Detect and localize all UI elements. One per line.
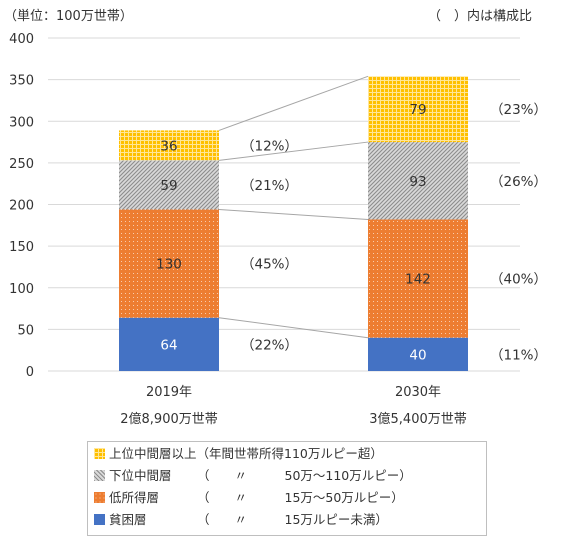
legend-swatch [94,470,105,481]
data-label: 130 [156,257,182,273]
x-category-sublabel: 2億8,900万世帯 [120,411,218,427]
legend-item-lower-middle: 下位中間層 （ 〃 50万～110万ルピー） [94,466,412,486]
y-tick-label: 200 [9,199,34,214]
data-label: 59 [160,178,177,194]
share-label: （23%） [490,102,547,118]
legend-label: 貧困層 [109,512,147,527]
y-tick-label: 300 [9,115,34,130]
bar-segment [119,160,219,210]
series-connector [218,141,369,161]
share-label: （21%） [241,178,298,194]
legend-swatch [94,492,105,503]
legend-sublabel: （ 〃 50万～110万ルピー） [197,468,412,483]
x-category-label: 2030年 [395,385,441,400]
y-tick-label: 350 [9,74,34,89]
data-label: 40 [409,347,426,363]
bar-segment [368,337,468,371]
bar-segment [119,209,219,318]
series-connector [218,208,369,220]
y-tick-label: 150 [9,240,34,255]
data-label: 142 [405,272,431,288]
bar-segment [368,142,468,220]
legend-swatch [94,514,105,525]
bar-segment [368,219,468,338]
legend-label: 上位中間層以上 [109,446,197,461]
legend-sublabel: （年間世帯所得110万ルピー超） [196,446,383,461]
legend-label: 下位中間層 [109,468,172,483]
legend-label: 低所得層 [109,490,160,505]
data-label: 36 [160,138,177,154]
share-label: （26%） [490,174,547,190]
series-connector [218,75,369,131]
bar-segment [368,76,468,143]
bar-segment [119,130,219,161]
unit-label: （単位：100万世帯） [4,8,133,24]
share-label: （40%） [490,272,547,288]
legend-sublabel: （ 〃 15万～50万ルピー） [197,490,404,505]
share-label: （22%） [241,337,298,353]
ratio-note: （ ）内は構成比 [428,8,532,24]
stacked-bar-chart: （単位：100万世帯） （ ）内は構成比 0 50 100 150 200 250 300 3… [4,8,547,427]
legend-item-low-income: 低所得層 （ 〃 15万～50万ルピー） [94,488,404,508]
legend-swatch [94,448,105,459]
data-label: 64 [160,337,177,353]
connector-lines [218,75,369,339]
legend-item-upper-middle: 上位中間層以上（年間世帯所得110万ルピー超） [94,444,383,464]
y-tick-label: 100 [9,282,34,297]
share-label: （45%） [241,257,298,273]
y-tick-label: 50 [17,323,34,338]
x-category-sublabel: 3億5,400万世帯 [369,411,467,427]
bar-segment [119,317,219,371]
legend: 上位中間層以上（年間世帯所得110万ルピー超） 下位中間層 （ 〃 50万～110… [87,441,487,536]
data-label: 93 [409,174,426,190]
series-connector [218,317,369,339]
x-category-label: 2019年 [146,385,192,400]
y-axis-ticks: 0 50 100 150 200 250 300 350 400 [9,32,34,380]
share-label: （12%） [241,138,298,154]
x-axis-labels: 2019年 2億8,900万世帯 2030年 3億5,400万世帯 [120,385,467,427]
legend-sublabel: （ 〃 15万ルピー未満） [197,512,388,527]
y-tick-label: 0 [26,365,34,380]
bars: 64 （22%） 130 （45%） 59 （21%） 36 （12%） 40 （11%） 142 （… [119,76,547,371]
y-tick-label: 400 [9,32,34,47]
data-label: 79 [409,102,426,118]
legend-item-poor: 貧困層 （ 〃 15万ルピー未満） [94,510,388,530]
y-tick-label: 250 [9,157,34,172]
share-label: （11%） [490,347,547,363]
